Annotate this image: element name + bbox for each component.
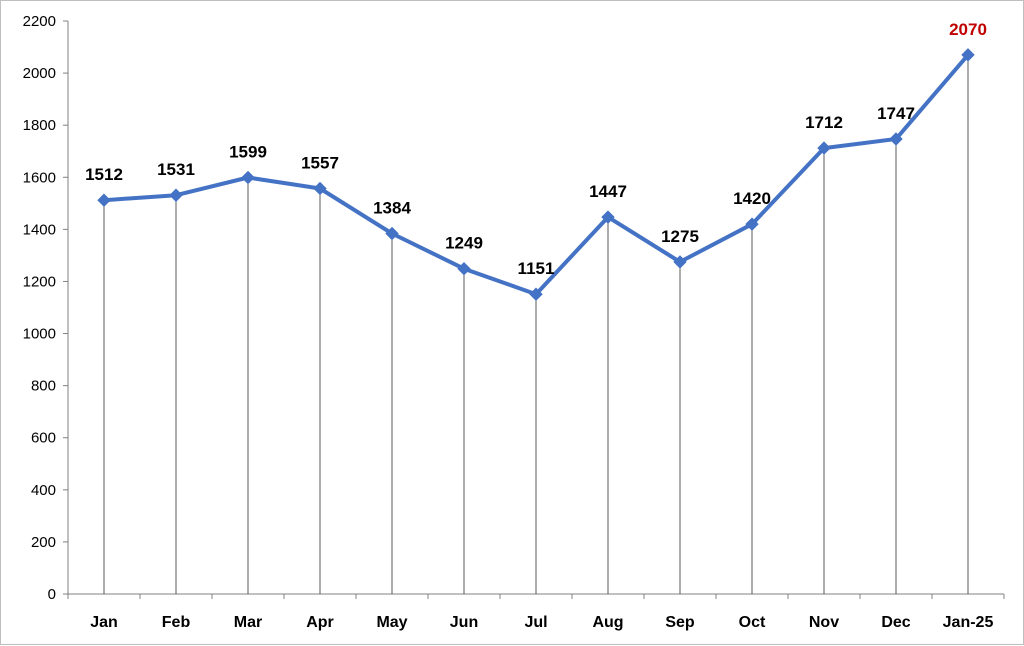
data-point <box>961 48 975 62</box>
x-tick-label: Jul <box>524 614 547 631</box>
y-tick-label: 0 <box>48 586 56 603</box>
y-tick-label: 2000 <box>23 65 56 82</box>
data-label: 1512 <box>85 165 123 184</box>
data-label: 1447 <box>589 182 627 201</box>
y-tick-label: 1000 <box>23 326 56 343</box>
data-labels: 1512 1531 1599 1557 1384 1249 1151 1447 1275 1420… <box>85 20 987 278</box>
data-label: 1712 <box>805 113 843 132</box>
x-tick-label: Apr <box>306 614 334 631</box>
series <box>97 48 975 301</box>
data-point <box>97 193 111 207</box>
data-label: 2070 <box>949 20 987 39</box>
data-point <box>601 210 615 224</box>
y-tick-label: 200 <box>31 534 56 551</box>
y-tick-label: 1400 <box>23 221 56 238</box>
drop-lines <box>103 54 969 594</box>
data-label: 1384 <box>373 199 411 218</box>
data-point <box>241 170 255 185</box>
x-tick-label: Jan <box>90 614 118 631</box>
data-point <box>817 141 831 155</box>
y-tick-label: 1600 <box>23 169 56 186</box>
y-tick-label: 800 <box>31 378 56 395</box>
y-tick-label: 1800 <box>23 117 56 134</box>
data-point <box>889 132 903 146</box>
data-point <box>529 287 543 301</box>
data-label: 1747 <box>877 104 915 123</box>
data-label: 1249 <box>445 234 483 253</box>
data-point <box>169 188 183 202</box>
data-point <box>673 255 687 269</box>
x-tick-label: May <box>376 614 407 631</box>
data-point <box>457 261 471 276</box>
x-tick-label: Jan-25 <box>943 614 994 631</box>
data-label: 1151 <box>518 259 555 278</box>
data-point <box>313 181 327 196</box>
x-tick-label: Mar <box>234 614 262 631</box>
x-tick-label: Feb <box>162 614 191 631</box>
data-point <box>385 226 399 241</box>
y-tick-label: 400 <box>31 482 56 499</box>
x-tick-label: Nov <box>809 614 839 631</box>
axes: 0 200 400 600 800 1000 1200 1400 1600 1800 2000 220… <box>23 13 1005 631</box>
x-tick-label: Jun <box>450 614 478 631</box>
y-tick-label: 2200 <box>23 13 56 30</box>
data-label: 1599 <box>229 143 267 162</box>
y-tick-label: 1200 <box>23 273 56 290</box>
x-tick-label: Dec <box>881 614 910 631</box>
y-tick-label: 600 <box>31 430 56 447</box>
data-label: 1275 <box>661 227 699 246</box>
data-label: 1420 <box>733 189 771 208</box>
data-label: 1531 <box>157 160 195 179</box>
x-tick-label: Sep <box>665 614 695 631</box>
data-point <box>745 217 759 231</box>
x-tick-label: Aug <box>592 614 623 631</box>
x-tick-label: Oct <box>739 614 766 631</box>
data-label: 1557 <box>301 153 339 172</box>
